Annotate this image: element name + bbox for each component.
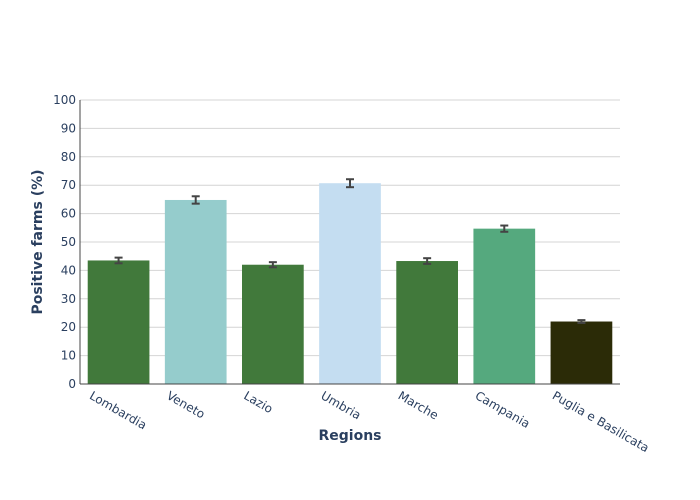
bar-marche xyxy=(396,261,458,384)
error-bars xyxy=(114,178,586,324)
bar-lazio xyxy=(242,264,304,384)
y-tick-label: 50 xyxy=(61,235,76,249)
error-bar-lombardia xyxy=(114,256,123,265)
y-tick-label: 0 xyxy=(68,377,76,391)
bar-lombardia xyxy=(87,260,150,384)
x-tick-label: Lombardia xyxy=(87,388,149,432)
y-tick-label: 10 xyxy=(61,349,76,363)
y-tick-label: 80 xyxy=(61,150,76,164)
bar-puglia-e-basilicata xyxy=(550,321,613,384)
error-bar-lazio xyxy=(268,261,277,269)
x-tick-label: Marche xyxy=(396,388,441,422)
axes xyxy=(79,100,620,385)
bar-umbria xyxy=(319,183,381,384)
x-tick-label: Veneto xyxy=(164,388,207,421)
bars xyxy=(87,183,613,384)
x-tick-label: Puglia e Basilicata xyxy=(550,388,652,455)
y-tick-label: 20 xyxy=(61,320,76,334)
error-bar-umbria xyxy=(346,178,354,189)
y-tick-labels: 0 10 20 30 40 50 60 70 80 90 100 xyxy=(53,93,76,391)
bar-campania xyxy=(473,228,536,384)
y-tick-label: 70 xyxy=(61,178,76,192)
y-tick-label: 90 xyxy=(61,121,76,135)
x-axis-title: Regions xyxy=(318,428,381,444)
bar-veneto xyxy=(164,199,227,384)
y-tick-label: 40 xyxy=(61,263,76,277)
error-bar-veneto xyxy=(191,195,200,205)
x-tick-label: Umbria xyxy=(319,388,364,422)
x-tick-label: Campania xyxy=(473,388,533,430)
error-bar-marche xyxy=(423,257,432,265)
y-tick-label: 30 xyxy=(61,292,76,306)
error-bar-puglia-e-basilicata xyxy=(577,319,586,324)
x-tick-labels: Lombardia Veneto Lazio Umbria Marche Campania… xyxy=(87,388,651,455)
error-bar-campania xyxy=(500,224,509,233)
y-tick-label: 60 xyxy=(61,207,76,221)
y-tick-label: 100 xyxy=(53,93,76,107)
x-tick-label: Lazio xyxy=(241,388,275,416)
y-axis-title: Positive farms (%) xyxy=(30,169,46,314)
